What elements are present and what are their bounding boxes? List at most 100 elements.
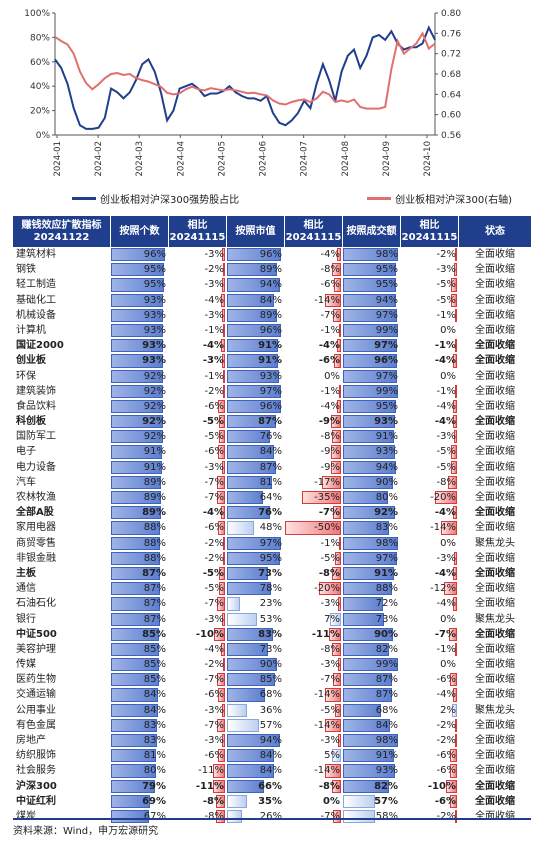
value-text: 88%	[143, 537, 166, 549]
value-bar	[343, 430, 394, 444]
value-cell: 87%	[111, 581, 169, 596]
x-tick-label: 2024-08	[341, 141, 351, 177]
change-cell: -2%	[169, 551, 227, 566]
change-cell: -20%	[401, 490, 459, 505]
value-bar	[111, 718, 158, 732]
change-cell: -11%	[169, 779, 227, 794]
value-bar	[343, 354, 397, 368]
change-bar	[217, 597, 225, 611]
change-cell: -4%	[401, 399, 459, 414]
change-cell: -8%	[285, 566, 343, 581]
value-cell: 85%	[227, 672, 285, 687]
value-text: 90%	[374, 628, 398, 640]
value-bar	[111, 384, 163, 398]
change-cell: -35%	[285, 490, 343, 505]
value-cell: 82%	[343, 779, 401, 794]
table-row: 沪深300 79% -11% 66% -8% 82% -10% 全面收缩	[13, 779, 531, 794]
change-bar	[330, 445, 341, 459]
value-text: 97%	[375, 552, 398, 564]
value-cell: 92%	[111, 399, 169, 414]
status-cell: 全面收缩	[475, 249, 515, 260]
value-cell: 93%	[111, 293, 169, 308]
change-bar	[332, 430, 341, 444]
change-cell: -7%	[401, 627, 459, 642]
value-cell: 66%	[227, 779, 285, 794]
value-cell: 84%	[227, 293, 285, 308]
value-cell: 88%	[111, 536, 169, 551]
change-bar	[451, 293, 457, 307]
value-bar	[111, 354, 164, 368]
change-cell: 0%	[285, 369, 343, 384]
row-label: 创业板	[16, 355, 46, 367]
value-text: 92%	[143, 400, 166, 412]
change-text: -3%	[320, 735, 340, 746]
value-bar	[343, 642, 389, 657]
change-text: -5%	[320, 552, 340, 564]
change-text: -2%	[204, 659, 224, 671]
value-text: 97%	[374, 340, 398, 352]
row-label: 房地产	[16, 735, 46, 746]
change-cell: -4%	[401, 414, 459, 429]
value-text: 96%	[259, 324, 282, 336]
value-bar	[111, 445, 162, 459]
change-text: -6%	[204, 400, 224, 412]
header-cell-5: 按照成交额	[343, 216, 401, 247]
value-text: 87%	[375, 674, 398, 686]
value-text: 85%	[143, 674, 166, 686]
change-bar	[220, 642, 225, 657]
left-tick-label: 40%	[30, 82, 50, 92]
value-bar	[343, 673, 392, 687]
change-text: -2%	[436, 249, 456, 260]
row-label: 传媒	[16, 659, 36, 671]
change-text: -9%	[320, 446, 340, 458]
change-cell: -10%	[169, 627, 227, 642]
table-body: 建筑材料 96% -3% 96% -4% 98% -2% 全面收缩 钢铁 95% -2% 89% -8%…	[13, 247, 531, 824]
value-cell: 87%	[111, 566, 169, 581]
value-bar	[227, 369, 280, 383]
value-text: 93%	[143, 309, 166, 321]
table-row: 家用电器 88% -6% 48% -50% 83% -14% 全面收缩	[13, 520, 531, 535]
value-cell: 98%	[343, 536, 401, 551]
change-bar	[453, 430, 457, 444]
change-cell: -20%	[285, 581, 343, 596]
value-text: 91%	[375, 750, 398, 762]
change-bar	[219, 415, 225, 429]
value-cell: 89%	[227, 308, 285, 323]
right-tick-label: 0.60	[441, 111, 461, 121]
value-cell: 73%	[227, 642, 285, 657]
value-cell: 83%	[111, 718, 169, 733]
value-text: 93%	[375, 446, 398, 458]
value-text: 95%	[259, 552, 282, 564]
change-bar	[217, 475, 225, 489]
table-row: 非银金融 88% -2% 95% -5% 97% -3% 全面收缩	[13, 551, 531, 566]
row-label: 主板	[16, 567, 36, 579]
value-bar	[227, 399, 281, 414]
value-text: 98%	[375, 735, 398, 746]
value-bar	[343, 445, 396, 459]
value-text: 95%	[143, 264, 166, 276]
change-bar	[452, 506, 457, 520]
change-text: -7%	[204, 674, 224, 686]
value-text: 88%	[143, 522, 166, 534]
table-row: 医药生物 85% -7% 85% -7% 87% -6% 全面收缩	[13, 672, 531, 687]
value-cell: 95%	[227, 551, 285, 566]
value-bar	[343, 582, 393, 596]
value-text: 64%	[259, 492, 282, 503]
value-cell: 92%	[111, 429, 169, 444]
change-cell: 5%	[285, 748, 343, 763]
change-cell: -3%	[169, 277, 227, 292]
value-text: 98%	[375, 537, 398, 549]
value-bar	[343, 415, 396, 429]
value-bar	[111, 263, 165, 277]
change-bar	[455, 308, 457, 322]
status-cell: 全面收缩	[475, 659, 515, 671]
change-bar	[218, 688, 225, 702]
value-bar	[343, 278, 397, 292]
change-text: -10%	[427, 780, 456, 792]
table-row: 石油石化 87% -7% 23% -3% 72% -4% 全面收缩	[13, 596, 531, 611]
value-text: 91%	[143, 461, 166, 473]
right-tick-label: 0.56	[441, 131, 461, 141]
value-text: 94%	[259, 735, 282, 746]
status-cell: 全面收缩	[475, 355, 515, 367]
legend-item-0: 创业板相对沪深300强势股占比	[72, 191, 239, 206]
